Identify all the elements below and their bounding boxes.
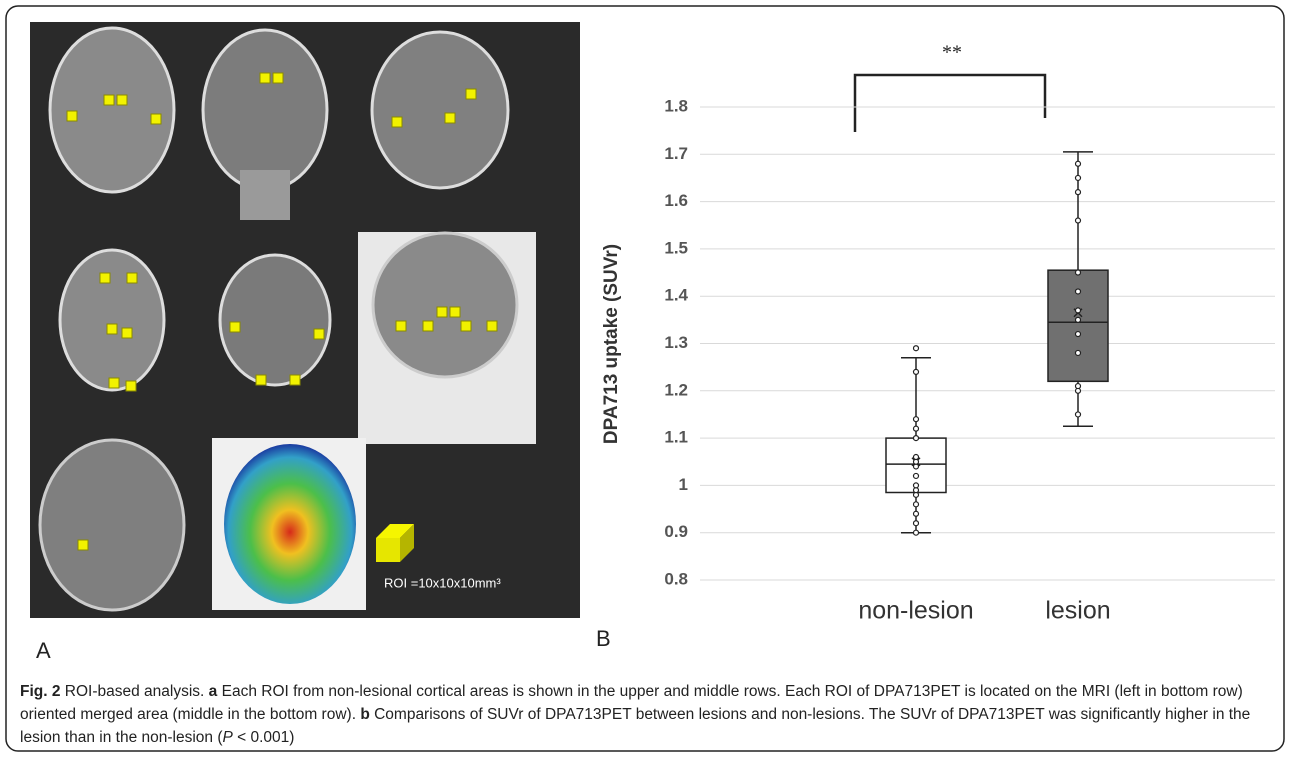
panel-label: B [596,626,611,651]
caption-title: ROI-based analysis. [65,683,205,700]
annotation: ** [942,42,962,64]
data-point [1076,289,1081,294]
figure: ROI =10x10x10mm³ A B DPA713 uptake (SUVr… [0,0,1292,759]
caption: Fig. 2 ROI-based analysis. a Each ROI fr… [20,680,1275,749]
panel-label: A [36,638,51,663]
page: {"panel_a": {"label": "A", "roi_note": "… [0,0,1292,759]
caption-text: < 0.001) [233,729,295,746]
data-point [914,511,919,516]
data-point [1076,317,1081,322]
data-point [914,436,919,441]
y-tick-label: 0.9 [664,522,688,541]
data-point [1076,270,1081,275]
y-tick-label: 1 [679,475,688,494]
y-tick-label: 1.3 [664,333,688,352]
data-point [914,346,919,351]
y-tick-label: 1.1 [664,428,688,447]
data-point [914,473,919,478]
y-tick-label: 1.6 [664,191,688,210]
data-point [1076,218,1081,223]
box [1048,270,1108,381]
data-point [1076,161,1081,166]
caption-sub-label: a [209,683,218,700]
caption-text: P [223,729,233,746]
data-point [1076,175,1081,180]
data-point [1076,384,1081,389]
data-point [1076,190,1081,195]
data-point [914,502,919,507]
data-point [1076,332,1081,337]
data-point [914,521,919,526]
significance-bracket [855,75,1045,132]
data-point [914,483,919,488]
y-tick-label: 1.8 [664,96,688,115]
data-point [914,426,919,431]
data-point [914,369,919,374]
y-tick-label: 1.5 [664,238,688,257]
y-axis-label: DPA713 uptake (SUVr) [601,244,622,444]
data-point [914,530,919,535]
y-tick-label: 1.2 [664,380,688,399]
y-tick-label: 1.7 [664,144,688,163]
y-tick-label: 1.4 [664,286,688,305]
x-tick-label: lesion [1045,597,1110,625]
data-point [1076,350,1081,355]
data-point [1076,308,1081,313]
data-point [914,455,919,460]
y-tick-label: 0.8 [664,569,688,588]
caption-sub-label: b [360,706,369,723]
x-tick-label: non-lesion [858,597,973,625]
data-point [914,417,919,422]
caption-label: Fig. 2 [20,683,60,700]
data-point [1076,412,1081,417]
roi-note: ROI =10x10x10mm³ [384,575,501,590]
panel-a-images [30,22,580,618]
